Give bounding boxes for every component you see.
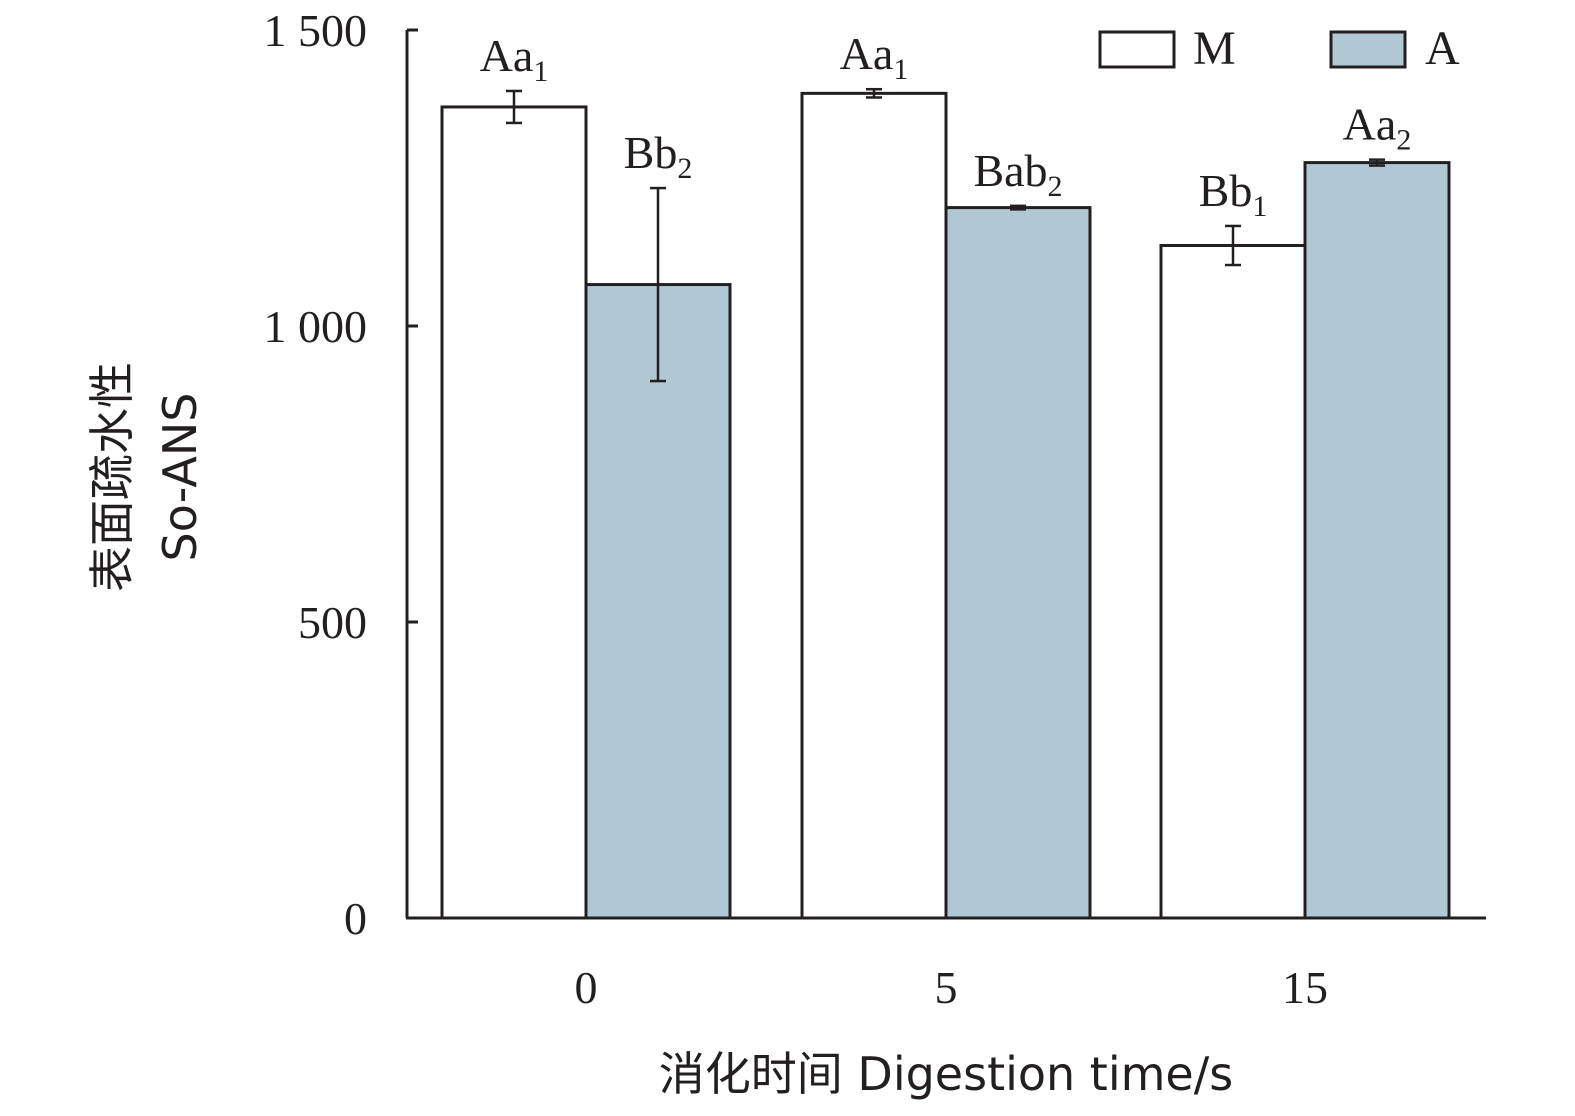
bar-significance-labels: Aa1 Aa1 Bb1 Bb2 Bab2 Aa2 [480, 28, 1412, 223]
y-tick-label: 1 500 [264, 5, 368, 56]
bar-M-0 [440, 105, 588, 920]
y-axis-title-line1: 表面疏水性 [85, 362, 139, 592]
error-bar [1369, 158, 1385, 167]
bar-significance-label: Bb2 [624, 127, 693, 185]
y-tick-label: 1 000 [264, 301, 368, 352]
y-axis-ticks: 0 500 1 000 1 500 [264, 5, 418, 944]
bar-A-15 [1303, 161, 1451, 920]
x-tick-label: 0 [575, 962, 598, 1013]
y-axis-title-line2: So-ANS [153, 393, 207, 562]
bar-significance-label: Aa1 [840, 28, 909, 86]
x-axis-title: 消化时间 Digestion time/s [659, 1047, 1233, 1101]
legend-item-M: M [1098, 22, 1236, 75]
bar-significance-label: Aa1 [480, 30, 549, 88]
bar-A-0 [584, 283, 732, 920]
y-axis-title: 表面疏水性 So-ANS [85, 362, 207, 592]
bar-M-15 [1159, 243, 1307, 920]
legend-label: M [1193, 22, 1236, 75]
error-bars [506, 87, 1385, 383]
error-bar [506, 89, 522, 125]
x-tick-label: 15 [1282, 962, 1328, 1013]
legend-label: A [1425, 22, 1460, 75]
legend-item-A: A [1329, 22, 1460, 75]
x-tick-label: 5 [935, 962, 958, 1013]
bar-significance-label: Bb1 [1199, 165, 1268, 223]
error-bar [866, 87, 882, 99]
bars [440, 91, 1451, 920]
bar-M-5 [800, 91, 948, 920]
error-bar [1010, 204, 1026, 211]
error-bar [1225, 224, 1241, 267]
x-axis-tick-labels: 0 5 15 [575, 962, 1329, 1013]
legend-swatch [1329, 30, 1407, 69]
bar-significance-label: Bab2 [973, 145, 1062, 203]
y-tick-label: 500 [298, 597, 367, 648]
error-bar [650, 186, 666, 383]
bar-A-5 [944, 206, 1092, 920]
bar-significance-label: Aa2 [1343, 99, 1412, 157]
legend-swatch [1098, 30, 1176, 69]
y-tick-label: 0 [344, 893, 367, 944]
